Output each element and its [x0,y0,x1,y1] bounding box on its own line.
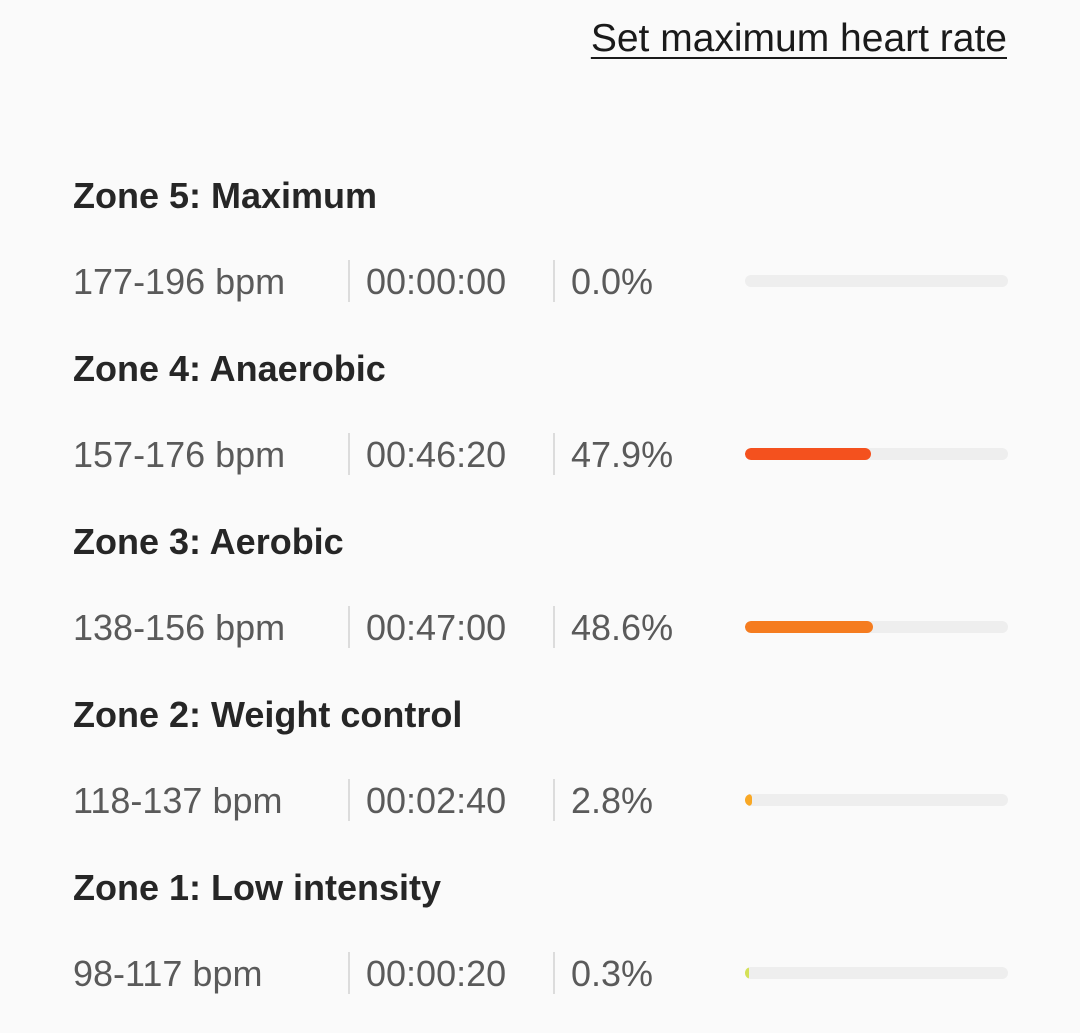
zone-duration: 00:00:00 [366,261,507,302]
zone-percent: 0.0% [571,261,654,302]
divider [553,606,555,648]
divider [553,433,555,475]
zone-bpm-range: 138-156 bpm [73,607,286,648]
zone-progress-bar [745,275,1008,287]
zone-3: Zone 3: Aerobic 138-156 bpm 00:47:00 48.… [73,514,1008,687]
zone-1: Zone 1: Low intensity 98-117 bpm 00:00:2… [73,860,1008,1033]
zone-4: Zone 4: Anaerobic 157-176 bpm 00:46:20 4… [73,341,1008,514]
divider [348,952,350,994]
zone-stats-row: 138-156 bpm 00:47:00 48.6% [73,598,1008,658]
zone-progress-fill [745,967,749,979]
divider [553,779,555,821]
zone-title: Zone 5: Maximum [73,175,378,216]
zone-progress-fill [745,621,873,633]
zone-bpm-range: 157-176 bpm [73,434,286,475]
zone-percent: 48.6% [571,607,674,648]
zone-percent: 0.3% [571,953,654,994]
divider [348,606,350,648]
divider [348,260,350,302]
zone-progress-bar [745,967,1008,979]
divider [348,433,350,475]
zone-progress-fill [745,794,753,806]
zone-duration: 00:00:20 [366,953,507,994]
zone-bpm-range: 98-117 bpm [73,953,263,994]
zone-progress-bar [745,448,1008,460]
divider [553,952,555,994]
zone-stats-row: 118-137 bpm 00:02:40 2.8% [73,771,1008,831]
zone-progress-fill [745,448,871,460]
zone-duration: 00:02:40 [366,780,507,821]
zone-progress-bar [745,621,1008,633]
heart-rate-zone-list: Zone 5: Maximum 177-196 bpm 00:00:00 0.0… [73,168,1008,1033]
zone-duration: 00:47:00 [366,607,507,648]
zone-stats-row: 98-117 bpm 00:00:20 0.3% [73,944,1008,1004]
zone-bpm-range: 177-196 bpm [73,261,286,302]
zone-bpm-range: 118-137 bpm [73,780,283,821]
zone-progress-bar [745,794,1008,806]
zone-duration: 00:46:20 [366,434,507,475]
zone-stats-row: 157-176 bpm 00:46:20 47.9% [73,425,1008,485]
zone-percent: 2.8% [571,780,654,821]
zone-title: Zone 1: Low intensity [73,867,442,908]
set-maximum-heart-rate-link[interactable]: Set maximum heart rate [590,17,1007,60]
zone-title: Zone 3: Aerobic [73,521,344,562]
divider [553,260,555,302]
zone-title: Zone 4: Anaerobic [73,348,386,389]
zone-title: Zone 2: Weight control [73,694,463,735]
zone-percent: 47.9% [571,434,674,475]
divider [348,779,350,821]
zone-stats-row: 177-196 bpm 00:00:00 0.0% [73,252,1008,312]
zone-2: Zone 2: Weight control 118-137 bpm 00:02… [73,687,1008,860]
zone-5: Zone 5: Maximum 177-196 bpm 00:00:00 0.0… [73,168,1008,341]
